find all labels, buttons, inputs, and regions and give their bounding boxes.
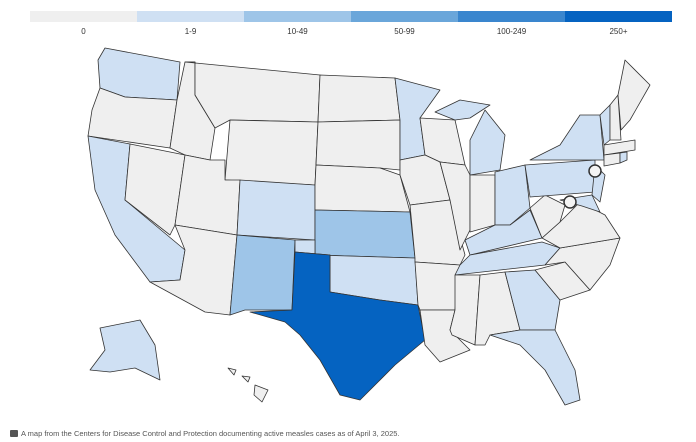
state xyxy=(619,151,628,164)
state xyxy=(314,164,411,213)
state xyxy=(253,384,269,403)
state xyxy=(414,261,461,311)
state xyxy=(529,194,566,239)
legend-label: 250+ xyxy=(609,27,627,36)
state xyxy=(227,367,237,376)
state xyxy=(314,209,416,259)
state xyxy=(609,94,622,141)
city-marker xyxy=(563,195,577,209)
legend-label: 0 xyxy=(81,27,86,36)
legend-label: 100-249 xyxy=(497,27,527,36)
state xyxy=(249,251,426,401)
state xyxy=(434,99,491,121)
legend-label: 50-99 xyxy=(394,27,415,36)
state xyxy=(494,164,531,226)
legend-swatch xyxy=(137,11,244,22)
state xyxy=(529,114,605,161)
state xyxy=(603,152,621,167)
state xyxy=(469,174,496,233)
legend-label: 10-49 xyxy=(287,27,308,36)
state xyxy=(236,179,316,241)
us-map xyxy=(87,47,651,406)
state xyxy=(89,319,161,381)
legend-swatch xyxy=(351,11,458,22)
state xyxy=(317,74,401,123)
state xyxy=(617,59,651,131)
state xyxy=(469,109,506,176)
state xyxy=(229,234,296,316)
state xyxy=(124,143,186,236)
caption: A map from the Centers for Disease Contr… xyxy=(21,429,400,438)
state xyxy=(241,375,251,383)
legend-swatch xyxy=(30,11,137,22)
legend-label: 1-9 xyxy=(185,27,197,36)
state xyxy=(504,269,561,331)
state xyxy=(315,119,401,171)
state xyxy=(603,139,636,156)
camera-icon xyxy=(10,430,18,437)
state xyxy=(524,159,596,198)
state xyxy=(224,119,319,186)
legend-swatch xyxy=(565,11,672,22)
city-marker xyxy=(588,164,602,178)
legend-swatch xyxy=(244,11,351,22)
state xyxy=(489,329,581,406)
legend-swatch xyxy=(458,11,565,22)
legend: 0 1-9 10-49 50-99 100-249 250+ xyxy=(30,11,672,36)
